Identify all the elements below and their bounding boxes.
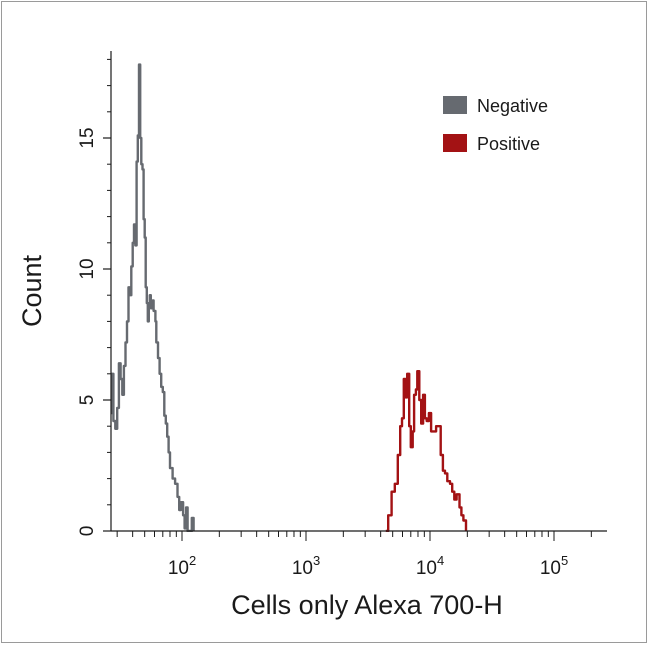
legend-label-positive: Positive — [477, 134, 540, 154]
x-tick-label: 103 — [292, 553, 320, 579]
series-line-negative — [111, 63, 195, 532]
y-axis-title: Count — [17, 254, 47, 327]
x-ticks: 102 103 104 105 — [116, 531, 592, 579]
y-tick-label: 5 — [77, 395, 98, 406]
x-tick-label: 104 — [416, 553, 444, 579]
y-tick-label: 15 — [77, 127, 98, 148]
y-tick-label: 0 — [77, 526, 98, 537]
x-tick-label: 102 — [168, 553, 196, 579]
y-tick-label: 10 — [77, 258, 98, 279]
x-tick-label: 105 — [540, 553, 568, 579]
legend: Negative Positive — [443, 96, 548, 154]
legend-swatch-positive — [443, 134, 467, 152]
plot-area — [111, 63, 468, 532]
y-ticks: 0 5 10 15 — [77, 58, 111, 537]
x-axis-title: Cells only Alexa 700-H — [231, 590, 503, 620]
axes: 0 5 10 15 102 103 104 105 — [77, 51, 607, 579]
legend-label-negative: Negative — [477, 96, 548, 116]
series-line-positive — [385, 370, 468, 532]
legend-swatch-negative — [443, 96, 467, 114]
